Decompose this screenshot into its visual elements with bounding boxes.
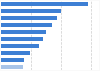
- Bar: [1, 58, 24, 62]
- Bar: [1, 44, 39, 48]
- Bar: [1, 51, 30, 55]
- Bar: [1, 2, 88, 6]
- Bar: [1, 30, 46, 34]
- Bar: [1, 37, 43, 41]
- Bar: [1, 9, 61, 13]
- Bar: [1, 16, 57, 20]
- Bar: [1, 65, 23, 69]
- Bar: [1, 23, 52, 27]
